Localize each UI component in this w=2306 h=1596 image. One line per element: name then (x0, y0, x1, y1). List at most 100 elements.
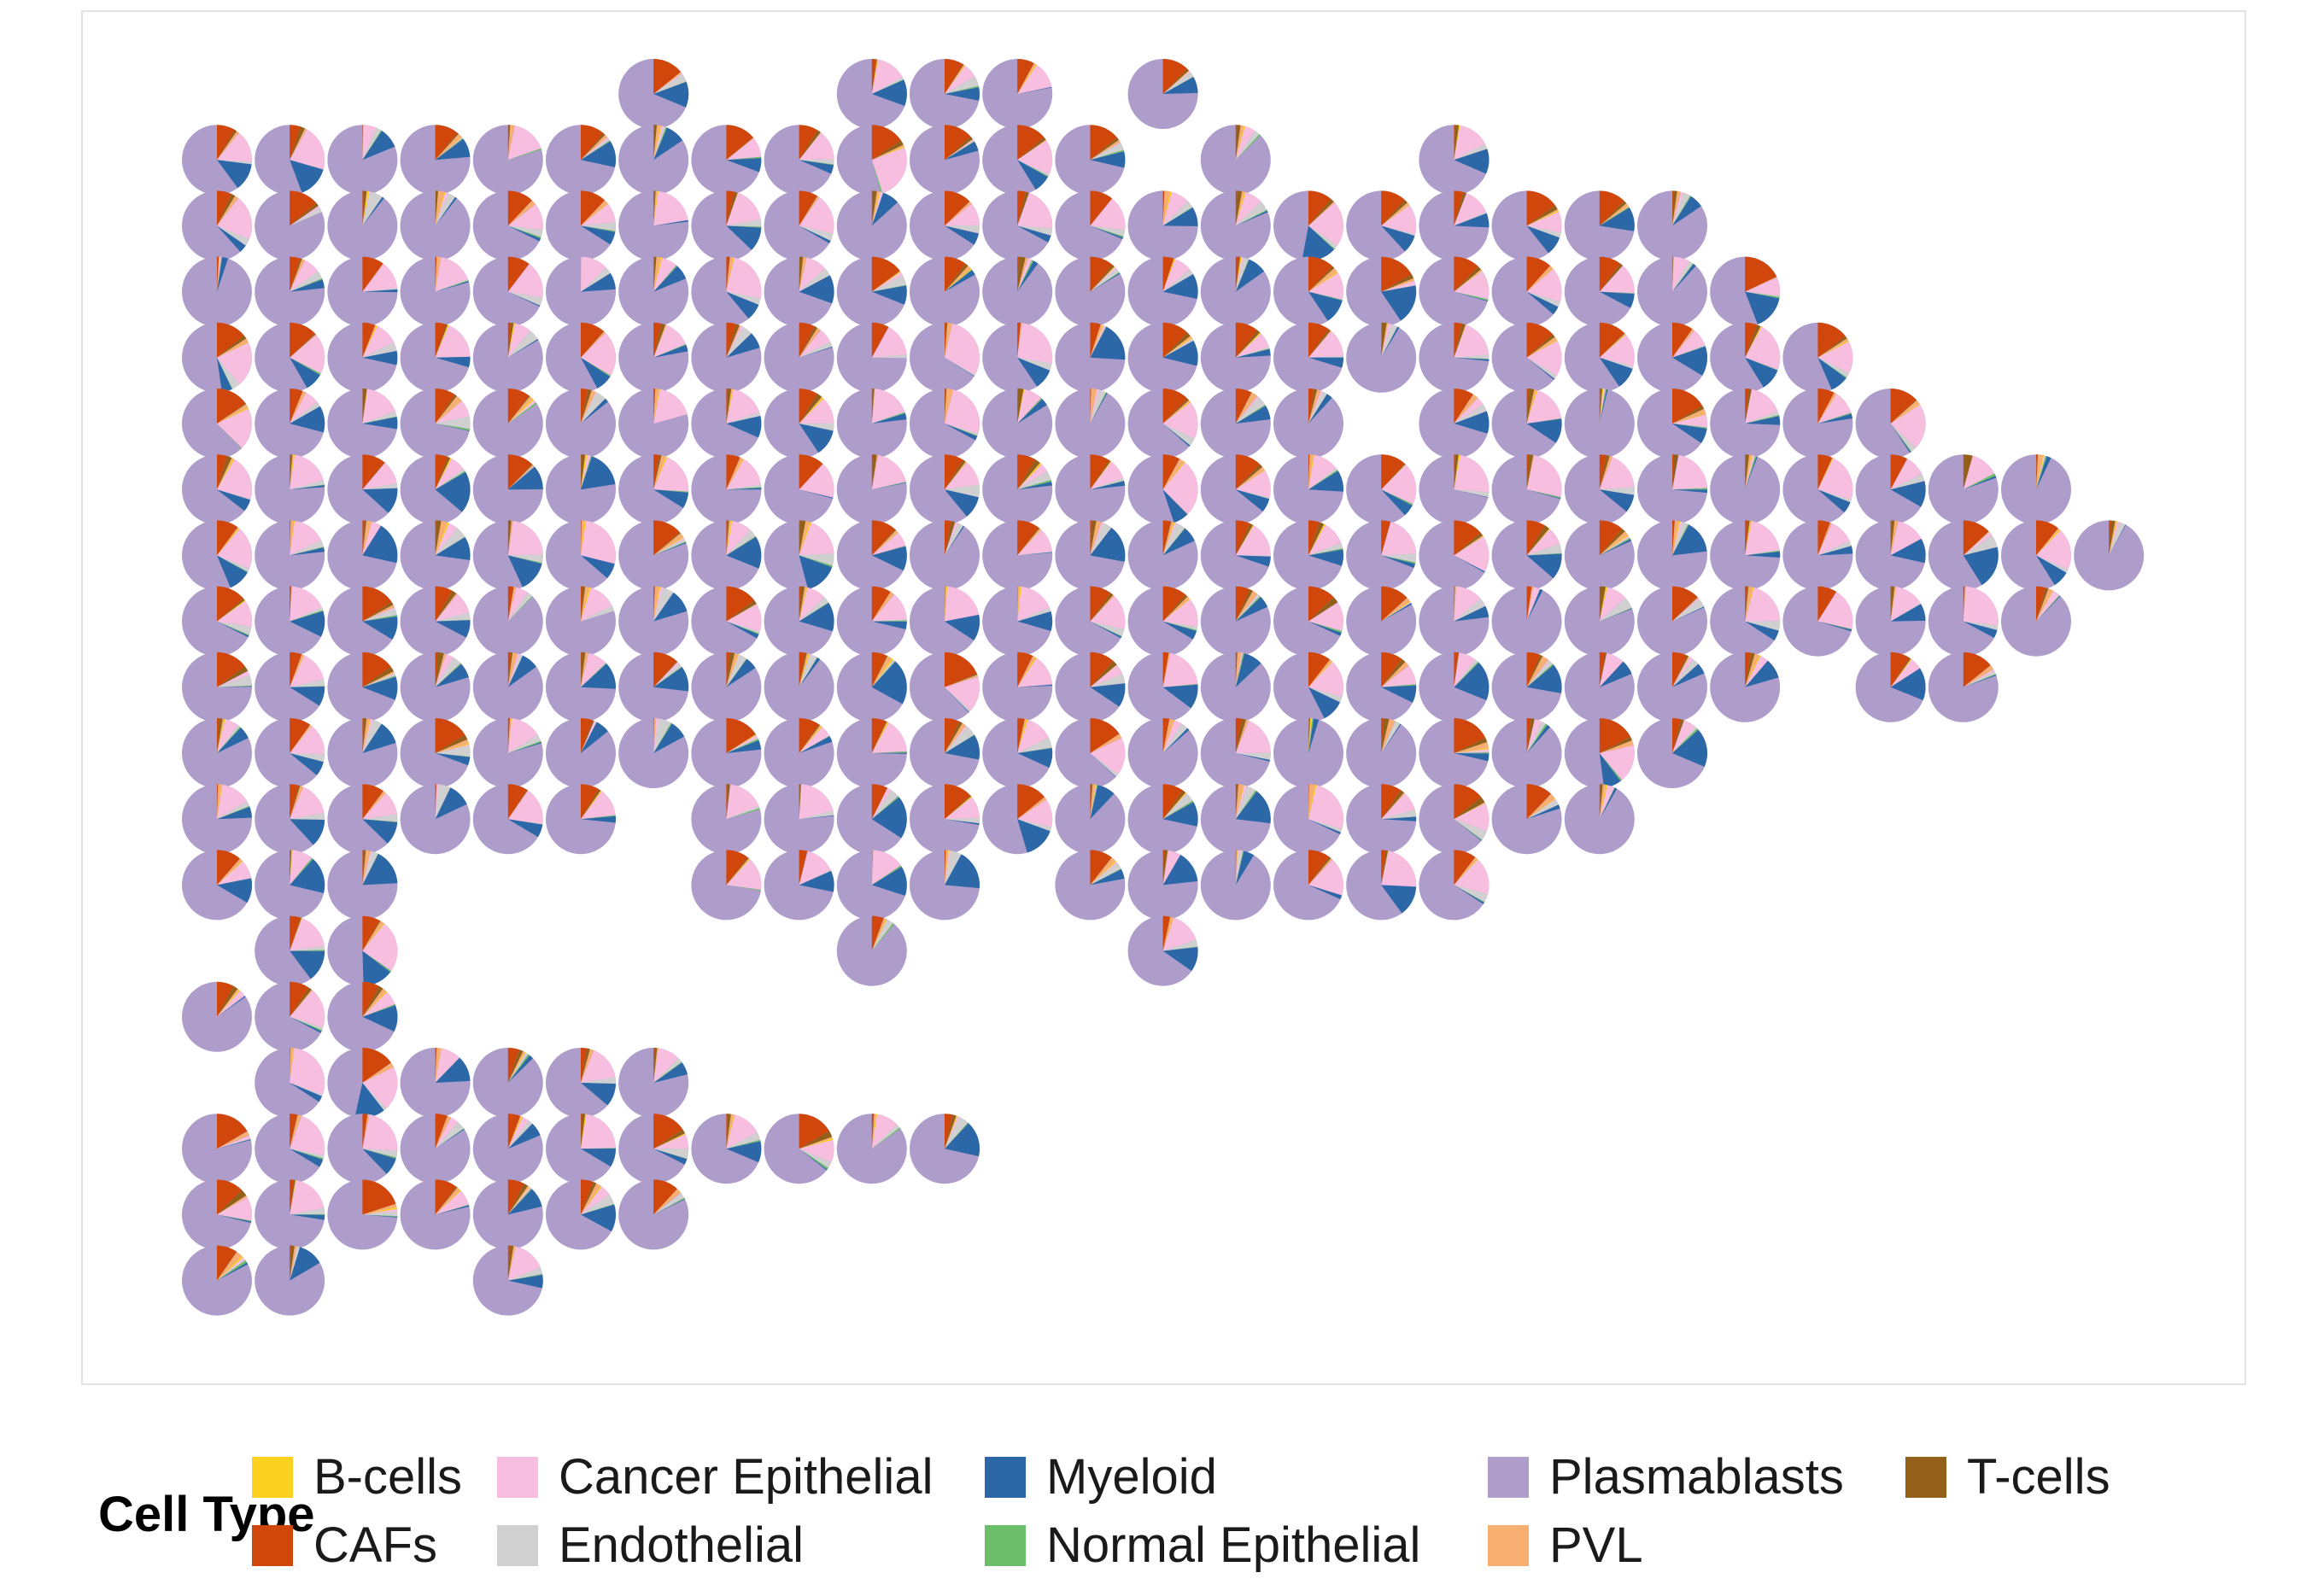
pie-slice-endothelial (1090, 389, 1106, 424)
pie-slice-t-cells (1454, 454, 1459, 490)
pie-slice-pvl (217, 131, 239, 161)
pie-slice-b-cells (653, 587, 661, 622)
pie-slice-t-cells (1308, 329, 1332, 358)
pie-slice-pvl (653, 389, 660, 424)
pie-slice-pvl (507, 587, 517, 622)
pie-slice-pvl (290, 724, 312, 753)
pie-slice-cafs (1817, 389, 1835, 424)
pie-slice-endothelial (1817, 357, 1850, 377)
pie-slice-b-cells (581, 1185, 602, 1215)
pie-slice-endothelial (1308, 225, 1337, 249)
pie-slice-cafs (799, 1114, 829, 1149)
legend-label: Myeloid (1046, 1449, 1217, 1505)
pie-slice-cancer-epithelial (1308, 859, 1344, 896)
pie-slice-cafs (653, 59, 682, 94)
pie-slice-cafs (1090, 454, 1109, 490)
pie-slice-b-cells (217, 459, 235, 490)
pie-slice-endothelial (653, 1149, 689, 1159)
pie-slice-cancer-epithelial (217, 459, 253, 500)
pie-slice-b-cells (945, 65, 966, 94)
pie-slice-pvl (362, 190, 367, 226)
pie-slice-pvl (1890, 586, 1896, 622)
pie-slice-endothelial (799, 1149, 832, 1168)
pie-slice-t-cells (1090, 264, 1115, 292)
pie-slice-myeloid (1745, 291, 1780, 324)
pie-slice-b-cells (1526, 389, 1538, 424)
pie-slice-cancer-epithelial (653, 1192, 682, 1215)
pie-slice-normal-epithelial (1599, 753, 1622, 781)
pie-slice-pvl (435, 1187, 460, 1215)
pie-slice-normal-epithelial (871, 482, 906, 490)
pie-slice-pvl (945, 850, 948, 886)
spot-pie (982, 586, 1053, 657)
pie-slice-cancer-epithelial (799, 653, 811, 687)
pie-slice-pvl (362, 1114, 370, 1149)
pie-slice-endothelial (1381, 553, 1417, 563)
pie-slice-normal-epithelial (1745, 291, 1780, 299)
legend-swatch (497, 1525, 538, 1566)
pie-slice-normal-epithelial (799, 160, 834, 166)
pie-slice-pvl (1090, 139, 1121, 161)
pie-slice-cancer-epithelial (945, 389, 980, 434)
pie-slice-myeloid (799, 424, 834, 453)
pie-slice-endothelial (362, 288, 398, 292)
pie-slice-normal-epithelial (290, 1016, 323, 1032)
pie-slice-cafs (217, 125, 235, 161)
pie-slice-myeloid (1162, 274, 1198, 300)
pie-slice-myeloid (581, 1204, 616, 1231)
pie-slice-endothelial (945, 851, 962, 886)
pie-slice-cancer-epithelial (799, 523, 834, 556)
pie-slice-pvl (290, 520, 295, 556)
pie-slice-cafs (1308, 190, 1332, 226)
pie-slice-t-cells (217, 403, 247, 424)
pie-slice-endothelial (362, 1083, 387, 1111)
pie-slice-cancer-epithelial (1017, 658, 1053, 687)
pie-slice-myeloid (435, 753, 471, 766)
spot-pie (400, 190, 471, 261)
pie-slice-myeloid (1672, 524, 1707, 556)
pie-slice-myeloid (871, 285, 907, 305)
spot-pie (910, 850, 980, 921)
pie-slice-t-cells (1162, 332, 1191, 358)
spot-pie (1200, 190, 1271, 261)
pie-slice-pvl (507, 200, 536, 226)
pie-slice-b-cells (435, 324, 449, 358)
pie-slice-normal-epithelial (1672, 523, 1689, 556)
pie-slice-endothelial (362, 1211, 398, 1217)
pie-slice-b-cells (726, 137, 754, 161)
spot-pie (182, 1245, 252, 1316)
spot-pie (618, 125, 689, 196)
pie-slice-myeloid (290, 1247, 320, 1281)
pie-slice-endothelial (435, 193, 456, 226)
pie-slice-t-cells (1162, 398, 1190, 424)
pie-slice-t-cells (945, 389, 947, 424)
pie-slice-cafs (1672, 389, 1703, 424)
pie-slice-cafs (871, 718, 887, 753)
pie-slice-cafs (507, 125, 509, 161)
pie-slice-cancer-epithelial (217, 670, 250, 687)
pie-slice-normal-epithelial (581, 815, 616, 820)
pie-slice-myeloid (1381, 816, 1417, 821)
pie-slice-cafs (1599, 190, 1624, 226)
pie-slice-cafs (1162, 520, 1171, 556)
pie-slice-myeloid (1672, 346, 1708, 376)
pie-slice-cafs (726, 388, 728, 424)
spot-pie (1055, 388, 1126, 459)
pie-slice-b-cells (726, 192, 739, 226)
spot-pie (1419, 389, 1490, 459)
pie-slice-cafs (1599, 718, 1631, 753)
legend-label: B-cells (313, 1449, 463, 1505)
pie-slice-cafs (1090, 718, 1120, 753)
pie-slice-b-cells (1526, 340, 1558, 358)
pie-slice-b-cells (1308, 454, 1314, 490)
pie-slice-cancer-epithelial (507, 653, 520, 687)
pie-slice-normal-epithelial (799, 735, 830, 753)
pie-slice-t-cells (1890, 520, 1895, 556)
pie-slice-pvl (362, 1203, 397, 1215)
pie-slice-normal-epithelial (1090, 785, 1098, 820)
pie-slice-b-cells (799, 397, 824, 424)
pie-slice-cafs (290, 322, 315, 358)
pie-slice-t-cells (1162, 68, 1189, 94)
pie-slice-pvl (871, 722, 888, 753)
pie-slice-t-cells (290, 1179, 296, 1215)
